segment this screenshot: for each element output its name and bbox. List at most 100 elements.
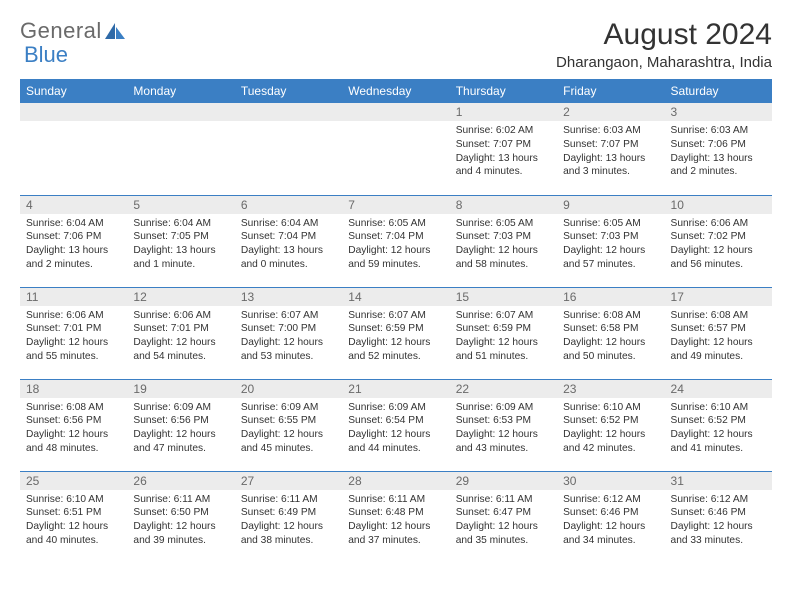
daylight-line: Daylight: 12 hours and 38 minutes. (241, 521, 323, 546)
daylight-line: Daylight: 12 hours and 37 minutes. (348, 521, 430, 546)
sunrise-line: Sunrise: 6:05 AM (348, 218, 426, 229)
sunrise-line: Sunrise: 6:08 AM (671, 310, 749, 321)
header: General August 2024 Dharangaon, Maharash… (20, 18, 772, 71)
calendar-day-cell: 8Sunrise: 6:05 AMSunset: 7:03 PMDaylight… (450, 195, 557, 287)
daylight-line: Daylight: 12 hours and 34 minutes. (563, 521, 645, 546)
calendar-day-cell: 25Sunrise: 6:10 AMSunset: 6:51 PMDayligh… (20, 471, 127, 563)
sunset-line: Sunset: 6:58 PM (563, 323, 638, 334)
calendar-week-row: 11Sunrise: 6:06 AMSunset: 7:01 PMDayligh… (20, 287, 772, 379)
sunset-line: Sunset: 6:48 PM (348, 507, 423, 518)
day-number: 28 (342, 472, 449, 490)
weekday-header: Sunday (20, 79, 127, 103)
day-info: Sunrise: 6:04 AMSunset: 7:04 PMDaylight:… (235, 214, 342, 276)
sunset-line: Sunset: 7:01 PM (133, 323, 208, 334)
title-block: August 2024 Dharangaon, Maharashtra, Ind… (556, 18, 772, 71)
sunset-line: Sunset: 6:59 PM (348, 323, 423, 334)
daylight-line: Daylight: 12 hours and 40 minutes. (26, 521, 108, 546)
sunrise-line: Sunrise: 6:09 AM (348, 402, 426, 413)
day-info: Sunrise: 6:11 AMSunset: 6:48 PMDaylight:… (342, 490, 449, 552)
day-number: 23 (557, 380, 664, 398)
day-number: 20 (235, 380, 342, 398)
sunset-line: Sunset: 7:00 PM (241, 323, 316, 334)
calendar-day-cell: 20Sunrise: 6:09 AMSunset: 6:55 PMDayligh… (235, 379, 342, 471)
calendar-day-cell (235, 103, 342, 195)
day-info: Sunrise: 6:11 AMSunset: 6:47 PMDaylight:… (450, 490, 557, 552)
sunset-line: Sunset: 7:07 PM (563, 139, 638, 150)
day-number: 18 (20, 380, 127, 398)
sunrise-line: Sunrise: 6:04 AM (133, 218, 211, 229)
day-info: Sunrise: 6:03 AMSunset: 7:07 PMDaylight:… (557, 121, 664, 183)
day-info: Sunrise: 6:11 AMSunset: 6:49 PMDaylight:… (235, 490, 342, 552)
sunset-line: Sunset: 6:54 PM (348, 415, 423, 426)
sunset-line: Sunset: 6:55 PM (241, 415, 316, 426)
sunrise-line: Sunrise: 6:05 AM (563, 218, 641, 229)
day-info: Sunrise: 6:03 AMSunset: 7:06 PMDaylight:… (665, 121, 772, 183)
day-info: Sunrise: 6:07 AMSunset: 7:00 PMDaylight:… (235, 306, 342, 368)
daylight-line: Daylight: 12 hours and 43 minutes. (456, 429, 538, 454)
sunrise-line: Sunrise: 6:10 AM (563, 402, 641, 413)
day-number: 14 (342, 288, 449, 306)
day-info: Sunrise: 6:10 AMSunset: 6:52 PMDaylight:… (665, 398, 772, 460)
day-number: 22 (450, 380, 557, 398)
calendar-page: General August 2024 Dharangaon, Maharash… (0, 0, 792, 573)
day-number: 8 (450, 196, 557, 214)
calendar-day-cell: 19Sunrise: 6:09 AMSunset: 6:56 PMDayligh… (127, 379, 234, 471)
daylight-line: Daylight: 12 hours and 45 minutes. (241, 429, 323, 454)
sunset-line: Sunset: 7:06 PM (671, 139, 746, 150)
brand-word1: General (20, 18, 102, 44)
daylight-line: Daylight: 13 hours and 1 minute. (133, 245, 215, 270)
day-info: Sunrise: 6:12 AMSunset: 6:46 PMDaylight:… (665, 490, 772, 552)
day-number: 9 (557, 196, 664, 214)
day-info: Sunrise: 6:05 AMSunset: 7:03 PMDaylight:… (450, 214, 557, 276)
day-info: Sunrise: 6:10 AMSunset: 6:52 PMDaylight:… (557, 398, 664, 460)
sunset-line: Sunset: 6:49 PM (241, 507, 316, 518)
sunset-line: Sunset: 6:46 PM (563, 507, 638, 518)
day-number: 12 (127, 288, 234, 306)
daylight-line: Daylight: 12 hours and 35 minutes. (456, 521, 538, 546)
calendar-day-cell (127, 103, 234, 195)
calendar-day-cell: 29Sunrise: 6:11 AMSunset: 6:47 PMDayligh… (450, 471, 557, 563)
day-number: 10 (665, 196, 772, 214)
calendar-day-cell: 21Sunrise: 6:09 AMSunset: 6:54 PMDayligh… (342, 379, 449, 471)
daylight-line: Daylight: 12 hours and 53 minutes. (241, 337, 323, 362)
day-number (235, 103, 342, 121)
day-number: 4 (20, 196, 127, 214)
calendar-day-cell: 15Sunrise: 6:07 AMSunset: 6:59 PMDayligh… (450, 287, 557, 379)
daylight-line: Daylight: 12 hours and 49 minutes. (671, 337, 753, 362)
day-number: 13 (235, 288, 342, 306)
sunset-line: Sunset: 6:51 PM (26, 507, 101, 518)
calendar-week-row: 18Sunrise: 6:08 AMSunset: 6:56 PMDayligh… (20, 379, 772, 471)
day-info: Sunrise: 6:07 AMSunset: 6:59 PMDaylight:… (450, 306, 557, 368)
sunrise-line: Sunrise: 6:06 AM (26, 310, 104, 321)
calendar-day-cell: 3Sunrise: 6:03 AMSunset: 7:06 PMDaylight… (665, 103, 772, 195)
sunrise-line: Sunrise: 6:09 AM (133, 402, 211, 413)
month-title: August 2024 (556, 18, 772, 52)
day-info: Sunrise: 6:11 AMSunset: 6:50 PMDaylight:… (127, 490, 234, 552)
day-number: 29 (450, 472, 557, 490)
sunrise-line: Sunrise: 6:12 AM (563, 494, 641, 505)
sunset-line: Sunset: 7:02 PM (671, 231, 746, 242)
sunrise-line: Sunrise: 6:02 AM (456, 125, 534, 136)
day-number: 24 (665, 380, 772, 398)
calendar-day-cell: 2Sunrise: 6:03 AMSunset: 7:07 PMDaylight… (557, 103, 664, 195)
day-info: Sunrise: 6:08 AMSunset: 6:56 PMDaylight:… (20, 398, 127, 460)
calendar-day-cell: 13Sunrise: 6:07 AMSunset: 7:00 PMDayligh… (235, 287, 342, 379)
day-info: Sunrise: 6:04 AMSunset: 7:05 PMDaylight:… (127, 214, 234, 276)
daylight-line: Daylight: 12 hours and 51 minutes. (456, 337, 538, 362)
weekday-header: Saturday (665, 79, 772, 103)
sunrise-line: Sunrise: 6:11 AM (456, 494, 533, 505)
sunset-line: Sunset: 6:56 PM (26, 415, 101, 426)
calendar-day-cell (342, 103, 449, 195)
daylight-line: Daylight: 12 hours and 48 minutes. (26, 429, 108, 454)
calendar-day-cell: 17Sunrise: 6:08 AMSunset: 6:57 PMDayligh… (665, 287, 772, 379)
daylight-line: Daylight: 12 hours and 44 minutes. (348, 429, 430, 454)
calendar-day-cell: 18Sunrise: 6:08 AMSunset: 6:56 PMDayligh… (20, 379, 127, 471)
sunset-line: Sunset: 6:46 PM (671, 507, 746, 518)
calendar-day-cell: 7Sunrise: 6:05 AMSunset: 7:04 PMDaylight… (342, 195, 449, 287)
day-number: 17 (665, 288, 772, 306)
calendar-day-cell: 22Sunrise: 6:09 AMSunset: 6:53 PMDayligh… (450, 379, 557, 471)
sunset-line: Sunset: 6:50 PM (133, 507, 208, 518)
day-info: Sunrise: 6:06 AMSunset: 7:02 PMDaylight:… (665, 214, 772, 276)
day-info: Sunrise: 6:09 AMSunset: 6:53 PMDaylight:… (450, 398, 557, 460)
day-number: 16 (557, 288, 664, 306)
